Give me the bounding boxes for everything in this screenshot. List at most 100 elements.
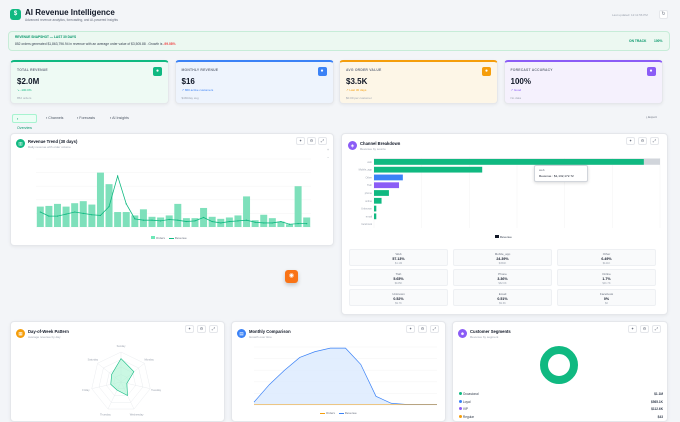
channel-stat-value: $1.1M <box>394 262 403 265</box>
revenue-point[interactable] <box>177 219 179 221</box>
sparkle-button[interactable]: ✦ <box>296 137 305 145</box>
orders-bar[interactable] <box>88 204 96 227</box>
orders-bar[interactable] <box>122 212 130 227</box>
export-button[interactable]: ⤓ Export <box>646 115 657 119</box>
sparkle-button[interactable]: ✦ <box>185 325 194 333</box>
orders-bar[interactable] <box>36 206 44 227</box>
revenue-point[interactable] <box>74 211 76 213</box>
orders-bar[interactable] <box>303 217 311 227</box>
revenue-point[interactable] <box>237 220 239 222</box>
orders-bar[interactable] <box>96 172 104 227</box>
orders-bar[interactable] <box>286 224 294 227</box>
refresh-button[interactable]: ↻ <box>659 10 668 19</box>
revenue-point[interactable] <box>91 214 93 216</box>
orders-bar[interactable] <box>174 203 182 227</box>
settings-button[interactable]: ⚙ <box>640 325 649 333</box>
revenue-point[interactable] <box>211 220 213 223</box>
orders-bar[interactable] <box>53 203 61 227</box>
channel-bar[interactable] <box>374 205 377 212</box>
revenue-point[interactable] <box>160 220 162 222</box>
revenue-point[interactable] <box>39 211 41 213</box>
kpi-card[interactable]: MONTHLY REVENUE $16 ↗ 860 active custome… <box>174 60 334 104</box>
floating-action-button[interactable]: ◉ <box>285 270 298 283</box>
tab-forecasts[interactable]: ▪ Forecasts <box>73 114 101 123</box>
revenue-point[interactable] <box>168 218 170 221</box>
kpi-card[interactable]: TOTAL REVENUE $2.0M ↘ -100.0% 852 orders… <box>10 60 169 104</box>
zoom-in-icon[interactable]: + <box>327 148 330 152</box>
expand-button[interactable]: ⤢ <box>318 137 327 145</box>
revenue-point[interactable] <box>99 214 102 217</box>
revenue-point[interactable] <box>297 223 299 225</box>
revenue-point[interactable] <box>245 219 248 221</box>
orders-bar[interactable] <box>182 218 190 227</box>
channel-bar[interactable] <box>374 159 644 165</box>
orders-bar[interactable] <box>243 196 251 227</box>
expand-button[interactable]: ⤢ <box>209 325 218 333</box>
orders-bar[interactable] <box>277 221 285 227</box>
orders-bar[interactable] <box>225 217 233 227</box>
radar-area[interactable] <box>110 358 135 397</box>
zoom-out-icon[interactable]: − <box>327 156 330 160</box>
channel-bar[interactable] <box>374 166 483 173</box>
sparkle-button[interactable]: ✦ <box>406 325 415 333</box>
revenue-point[interactable] <box>194 220 196 222</box>
channel-stat: Phone 3.36% $62.6K <box>453 269 552 286</box>
orders-bar[interactable] <box>148 216 156 227</box>
revenue-point[interactable] <box>125 203 127 205</box>
revenue-point[interactable] <box>82 212 84 214</box>
revenue-point[interactable] <box>254 221 256 223</box>
expand-button[interactable]: ⤢ <box>652 325 661 333</box>
sparkle-button[interactable]: ✦ <box>626 137 635 145</box>
revenue-point[interactable] <box>220 222 222 224</box>
orders-bar[interactable] <box>191 218 199 227</box>
revenue-point[interactable] <box>151 219 153 221</box>
revenue-point[interactable] <box>306 223 308 225</box>
kpi-card[interactable]: AVG ORDER VALUE $3.5K ↗ Last 30 days $0.… <box>339 60 498 104</box>
orders-bar[interactable] <box>131 215 139 227</box>
orders-bar[interactable] <box>139 209 147 227</box>
channel-stat-pct: 0.51% <box>497 297 508 301</box>
revenue-point[interactable] <box>108 206 110 208</box>
orders-bar[interactable] <box>294 186 302 227</box>
revenue-point[interactable] <box>228 220 230 223</box>
channel-bar[interactable] <box>374 190 389 196</box>
channel-stat: Mobile_app 24.39% $454K <box>453 249 552 266</box>
orders-bar[interactable] <box>260 214 268 227</box>
tab-ai-insights[interactable]: ▪ AI Insights <box>106 114 136 123</box>
revenue-point[interactable] <box>202 216 205 219</box>
tab-channels[interactable]: ▪ Channels <box>42 114 68 123</box>
revenue-point[interactable] <box>142 219 145 221</box>
kpi-card[interactable]: FORECAST ACCURACY 100% ↗ Good No data ● <box>503 60 663 104</box>
channel-bar[interactable] <box>374 182 400 189</box>
settings-button[interactable]: ⚙ <box>307 137 316 145</box>
orders-bar[interactable] <box>251 220 259 227</box>
revenue-point[interactable] <box>65 213 67 215</box>
revenue-point[interactable] <box>288 223 291 225</box>
expand-button[interactable]: ⤢ <box>430 325 439 333</box>
settings-button[interactable]: ⚙ <box>197 325 206 333</box>
revenue-point[interactable] <box>134 218 136 220</box>
revenue-point[interactable] <box>280 220 282 223</box>
channel-bar[interactable] <box>374 213 377 220</box>
channel-stat: Email 0.51% $9.6K <box>453 289 552 306</box>
orders-bar[interactable] <box>114 212 122 227</box>
tab-overview[interactable]: ▪ Overview <box>12 114 37 130</box>
settings-button[interactable]: ⚙ <box>418 325 427 333</box>
channel-bar[interactable] <box>374 174 403 181</box>
revenue-point[interactable] <box>117 175 119 177</box>
snapshot-banner: REVENUE SNAPSHOT — LAST 30 DAYS 852 orde… <box>8 31 670 51</box>
sparkle-button[interactable]: ✦ <box>628 325 637 333</box>
revenue-point[interactable] <box>56 215 59 217</box>
revenue-point[interactable] <box>185 220 187 223</box>
revenue-point[interactable] <box>263 222 265 224</box>
orders-bar[interactable] <box>165 215 173 227</box>
channel-bar[interactable] <box>374 197 382 204</box>
settings-button[interactable]: ⚙ <box>638 137 647 145</box>
orders-bar[interactable] <box>71 203 79 227</box>
orders-bar[interactable] <box>157 217 165 227</box>
revenue-point[interactable] <box>48 215 50 217</box>
expand-button[interactable]: ⤢ <box>650 137 659 145</box>
revenue-point[interactable] <box>271 222 273 224</box>
orders-bar[interactable] <box>62 206 70 227</box>
orders-bar[interactable] <box>79 201 87 227</box>
